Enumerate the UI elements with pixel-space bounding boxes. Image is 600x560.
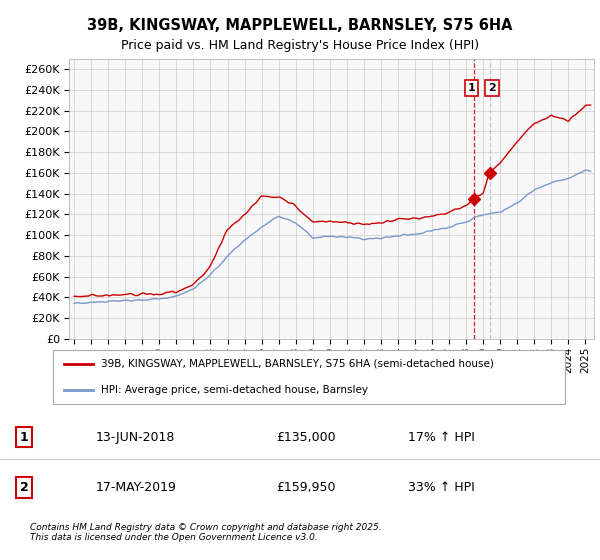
Text: 1: 1 [467, 83, 475, 93]
FancyBboxPatch shape [53, 349, 565, 404]
Text: 1: 1 [20, 431, 28, 444]
Text: 2: 2 [488, 83, 496, 93]
Text: 39B, KINGSWAY, MAPPLEWELL, BARNSLEY, S75 6HA: 39B, KINGSWAY, MAPPLEWELL, BARNSLEY, S75… [87, 18, 513, 32]
Text: £159,950: £159,950 [276, 481, 335, 494]
Text: 2: 2 [20, 481, 28, 494]
Text: £135,000: £135,000 [276, 431, 335, 444]
Text: 17-MAY-2019: 17-MAY-2019 [96, 481, 177, 494]
Text: HPI: Average price, semi-detached house, Barnsley: HPI: Average price, semi-detached house,… [101, 385, 368, 395]
Text: Contains HM Land Registry data © Crown copyright and database right 2025.
This d: Contains HM Land Registry data © Crown c… [30, 522, 382, 542]
Text: 33% ↑ HPI: 33% ↑ HPI [408, 481, 475, 494]
Text: 39B, KINGSWAY, MAPPLEWELL, BARNSLEY, S75 6HA (semi-detached house): 39B, KINGSWAY, MAPPLEWELL, BARNSLEY, S75… [101, 358, 494, 368]
Text: 13-JUN-2018: 13-JUN-2018 [96, 431, 175, 444]
Text: 17% ↑ HPI: 17% ↑ HPI [408, 431, 475, 444]
Text: Price paid vs. HM Land Registry's House Price Index (HPI): Price paid vs. HM Land Registry's House … [121, 39, 479, 53]
